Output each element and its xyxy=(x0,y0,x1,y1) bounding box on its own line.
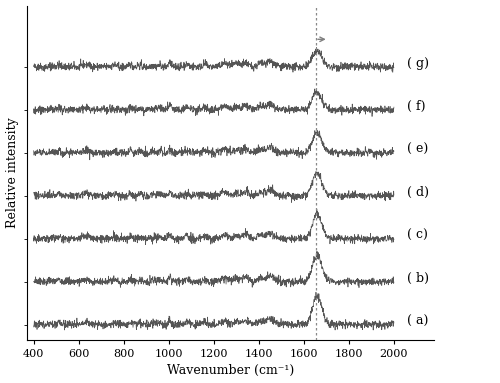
Text: ( e): ( e) xyxy=(408,143,428,156)
Text: ( f): ( f) xyxy=(408,100,426,113)
Text: ( g): ( g) xyxy=(408,57,430,70)
Text: ( c): ( c) xyxy=(408,229,428,242)
Text: ( b): ( b) xyxy=(408,272,430,285)
Text: ( d): ( d) xyxy=(408,186,430,199)
Y-axis label: Relative intensity: Relative intensity xyxy=(6,117,18,228)
X-axis label: Wavenumber (cm⁻¹): Wavenumber (cm⁻¹) xyxy=(167,365,294,377)
Text: ( a): ( a) xyxy=(408,315,429,328)
